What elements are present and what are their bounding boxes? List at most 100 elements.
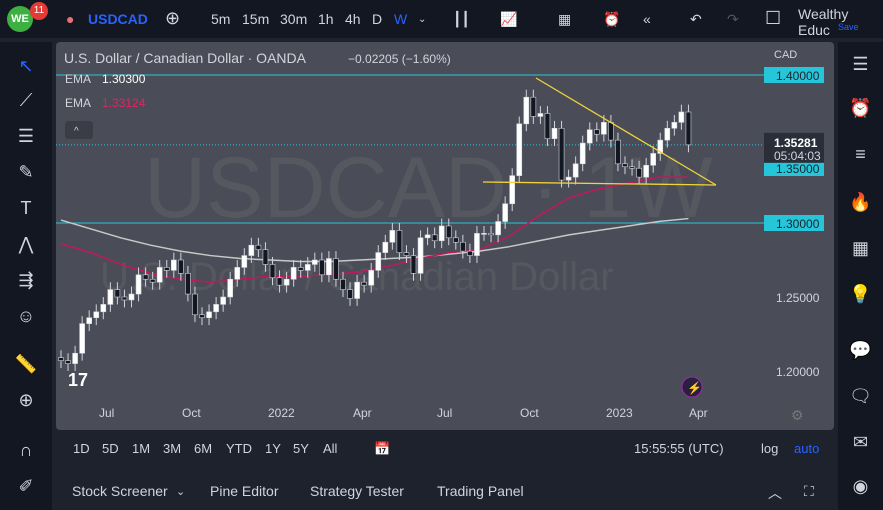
chart-panel[interactable]: USDCAD · 1W U.S. Dollar / Canadian Dolla… — [56, 42, 834, 430]
emoji-icon[interactable]: ☺ — [16, 306, 36, 326]
add-list-icon[interactable]: ≡ — [855, 144, 866, 164]
candles-icon[interactable]: ┃┃ — [453, 11, 470, 27]
candle-body — [375, 252, 382, 271]
chevron-down-icon[interactable]: ⌄ — [418, 14, 427, 25]
ideas-icon[interactable]: 💡 — [849, 284, 872, 304]
maximize-panel-icon[interactable]: ⛶ — [804, 483, 814, 499]
candle-body — [502, 203, 508, 222]
range-5y[interactable]: 5Y — [293, 441, 309, 456]
auto-toggle[interactable]: auto — [794, 441, 820, 456]
fullscreen-icon[interactable]: ☐ — [765, 8, 782, 28]
currency-select[interactable]: CAD — [774, 49, 797, 61]
undo-icon[interactable]: ↶ — [690, 11, 702, 27]
candle-body — [431, 234, 438, 242]
date-range-icon[interactable]: 📅 — [374, 441, 391, 456]
user-logo[interactable]: WE — [7, 6, 33, 32]
settings-icon[interactable]: ⚙ — [791, 407, 804, 423]
svg-text:⚡: ⚡ — [687, 381, 702, 395]
candle-body — [530, 96, 537, 117]
range-1d[interactable]: 1D — [73, 441, 90, 456]
interval-4h[interactable]: 4h — [345, 11, 361, 27]
range-1m[interactable]: 1M — [132, 441, 151, 456]
tab-stock-screener[interactable]: Stock Screener — [72, 483, 168, 499]
fib-icon[interactable]: ☰ — [17, 126, 35, 146]
interval-15m[interactable]: 15m — [242, 11, 270, 27]
candle-body — [354, 281, 360, 299]
tab-trading-panel[interactable]: Trading Panel — [437, 483, 524, 499]
indicators-icon[interactable]: 📈 — [500, 11, 518, 27]
bottom-panel: Stock Screener ⌄ Pine Editor Strategy Te… — [56, 474, 834, 508]
interval-1h[interactable]: 1h — [318, 11, 334, 27]
prediction-icon[interactable]: ⇶ — [18, 270, 34, 290]
chats-icon[interactable]: 🗨 — [849, 386, 872, 406]
compare-add-icon[interactable]: ⊕ — [165, 8, 181, 28]
save-button[interactable]: Save — [838, 22, 859, 32]
trend-line-upper — [535, 77, 717, 186]
interval-w[interactable]: W — [394, 11, 408, 27]
range-3m[interactable]: 3M — [163, 441, 182, 456]
candle-body — [629, 166, 635, 169]
trend-line-support — [482, 181, 717, 186]
range-6m[interactable]: 6M — [194, 441, 213, 456]
candle-body — [593, 129, 600, 135]
lock-drawing-icon[interactable]: ✐ — [18, 476, 34, 496]
signal-icon[interactable]: ◉ — [852, 476, 869, 496]
alarm-icon[interactable]: ⏰ — [849, 98, 872, 118]
ema2-label[interactable]: EMA — [65, 96, 91, 110]
range-5d[interactable]: 5D — [102, 441, 119, 456]
interval-5m[interactable]: 5m — [211, 11, 231, 27]
interval-30m[interactable]: 30m — [280, 11, 308, 27]
candle-body — [523, 96, 530, 125]
alert-icon[interactable]: ⏰ — [603, 11, 621, 27]
notification-badge[interactable]: 11 — [30, 2, 48, 20]
price-chart[interactable]: USDCAD · 1W U.S. Dollar / Canadian Dolla… — [56, 42, 834, 430]
chevron-down-icon[interactable]: ⌄ — [176, 486, 186, 498]
calendar-icon[interactable]: ▦ — [851, 238, 869, 258]
candle-body — [608, 122, 614, 141]
zoom-icon[interactable]: ⊕ — [18, 390, 34, 410]
chat-icon[interactable]: 💬 — [849, 340, 872, 360]
candle-body — [65, 360, 71, 364]
notes-icon[interactable]: ✉ — [852, 432, 869, 452]
candle-body — [410, 255, 417, 274]
tab-strategy-tester[interactable]: Strategy Tester — [310, 483, 404, 499]
price-label-box — [764, 160, 824, 176]
candle-body — [304, 264, 311, 271]
brush-icon[interactable]: ✎ — [18, 162, 34, 182]
replay-icon[interactable]: « — [643, 11, 651, 27]
cursor-icon[interactable]: ↖ — [18, 56, 34, 76]
candle-body — [178, 259, 184, 274]
candle-body — [248, 244, 255, 256]
candle-body — [171, 259, 177, 271]
clock[interactable]: 15:55:55 (UTC) — [634, 441, 724, 456]
trendline-icon[interactable]: ⟋ — [19, 90, 33, 110]
interval-d[interactable]: D — [372, 11, 383, 27]
hotlist-icon[interactable]: 🔥 — [849, 192, 872, 212]
layout-name[interactable]: Wealthy Educ — [798, 6, 849, 38]
symbol-search[interactable]: USDCAD — [88, 11, 148, 27]
watchlist-icon[interactable]: ☰ — [852, 54, 869, 74]
log-toggle[interactable]: log — [761, 441, 779, 456]
range-all[interactable]: All — [323, 441, 338, 456]
text-icon[interactable]: T — [20, 198, 32, 218]
collapse-panel-icon[interactable]: ︿ — [768, 485, 782, 501]
candle-body — [664, 127, 671, 141]
candle-body — [311, 259, 318, 265]
price-change: −0.02205 (−1.60%) — [348, 52, 451, 66]
redo-icon[interactable]: ↷ — [727, 11, 739, 27]
ema1-label[interactable]: EMA — [65, 72, 91, 86]
layout-icon[interactable]: ▦ — [558, 11, 572, 27]
right-toolbar: ☰ ⏰ ≡ 🔥 ▦ 💡 💬 🗨 ✉ ◉ — [838, 42, 883, 510]
tab-pine-editor[interactable]: Pine Editor — [210, 483, 279, 499]
pattern-icon[interactable]: ⋀ — [18, 234, 34, 254]
collapse-legend-button[interactable] — [65, 121, 93, 139]
candle-body — [558, 127, 565, 181]
candle-body — [333, 258, 339, 280]
magnet-icon[interactable]: ∩ — [19, 440, 33, 460]
range-ytd[interactable]: YTD — [226, 441, 252, 456]
time-axis-label: Apr — [689, 406, 708, 420]
ruler-icon[interactable]: 📏 — [14, 354, 38, 374]
range-1y[interactable]: 1Y — [265, 441, 281, 456]
lightning-icon[interactable] — [681, 376, 703, 398]
candle-body — [93, 311, 100, 319]
